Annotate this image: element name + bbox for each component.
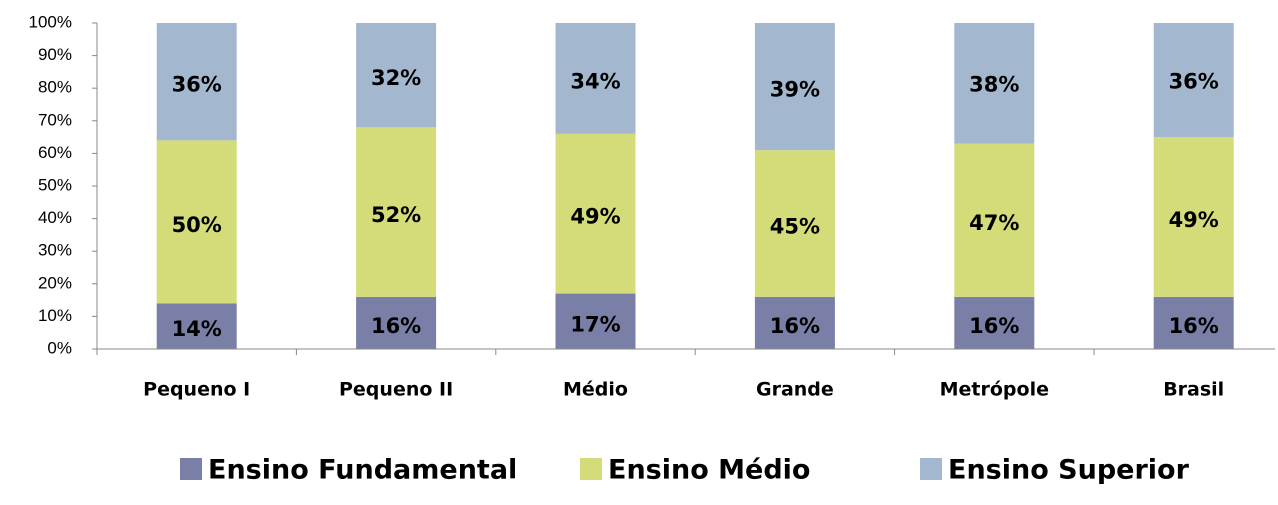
bar-segment: [555, 23, 636, 134]
data-label: 38%: [969, 73, 1019, 97]
bar-segment: [1153, 23, 1234, 138]
bar-segment: [754, 296, 835, 349]
x-tick-label: Pequeno II: [339, 379, 453, 401]
data-label: 16%: [1169, 314, 1219, 338]
data-label: 16%: [371, 314, 421, 338]
bar-segment: [754, 150, 835, 297]
bar-segment: [156, 303, 237, 349]
legend-swatch: [580, 458, 602, 480]
data-label: 36%: [172, 73, 222, 97]
data-label: 36%: [1169, 69, 1219, 93]
data-label: 14%: [172, 317, 222, 341]
y-tick-label: 10%: [38, 306, 72, 325]
bar-segment: [954, 143, 1035, 297]
bar-segment: [356, 127, 437, 297]
data-label: 50%: [172, 213, 222, 237]
legend-swatch: [920, 458, 942, 480]
bar-segment: [356, 296, 437, 349]
legend-label: Ensino Médio: [608, 455, 810, 486]
x-tick-label: Pequeno I: [143, 379, 250, 401]
data-label: 47%: [969, 211, 1019, 235]
data-label: 45%: [770, 214, 820, 238]
bar-segment: [555, 133, 636, 294]
y-tick-label: 100%: [29, 12, 72, 31]
bar-segment: [954, 23, 1035, 144]
bar-segment: [156, 140, 237, 304]
data-label: 16%: [770, 314, 820, 338]
x-tick-label: Brasil: [1163, 379, 1224, 401]
bar-segment: [1153, 137, 1234, 297]
data-label: 39%: [770, 78, 820, 102]
x-tick-label: Metrópole: [940, 379, 1049, 401]
legend-label: Ensino Fundamental: [208, 455, 517, 486]
data-label: 34%: [570, 69, 620, 93]
y-tick-label: 70%: [38, 110, 72, 129]
bar-segment: [954, 296, 1035, 349]
data-label: 16%: [969, 314, 1019, 338]
bar-segment: [1153, 296, 1234, 349]
data-label: 17%: [570, 312, 620, 336]
bar-segment: [754, 23, 835, 151]
bar-segment: [555, 293, 636, 349]
y-tick-label: 60%: [38, 143, 72, 162]
y-tick-label: 30%: [38, 241, 72, 260]
legend-label: Ensino Superior: [948, 455, 1190, 486]
bar-segment: [156, 23, 237, 141]
data-label: 49%: [1169, 208, 1219, 232]
y-tick-label: 20%: [38, 273, 72, 292]
data-label: 49%: [570, 205, 620, 229]
x-tick-label: Grande: [756, 379, 834, 401]
data-label: 32%: [371, 66, 421, 90]
y-tick-label: 90%: [38, 45, 72, 64]
y-tick-label: 80%: [38, 78, 72, 97]
plot-area: [156, 23, 1234, 349]
y-tick-label: 50%: [38, 175, 72, 194]
x-tick-label: Médio: [563, 379, 628, 401]
y-tick-label: 40%: [38, 208, 72, 227]
y-tick-label: 0%: [47, 338, 72, 357]
data-label: 52%: [371, 203, 421, 227]
bar-segment: [356, 23, 437, 128]
legend-swatch: [180, 458, 202, 480]
